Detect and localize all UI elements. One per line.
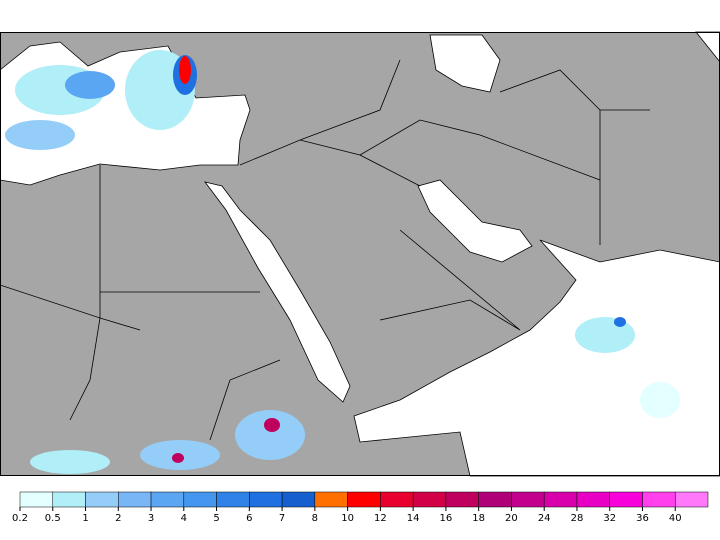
legend-swatch — [85, 491, 119, 508]
legend-tick-label: 20 — [505, 513, 518, 524]
legend-swatch — [249, 491, 283, 508]
legend-tick-label: 1 — [82, 513, 88, 524]
precip-area — [640, 382, 680, 418]
caspian-sea — [429, 34, 501, 93]
legend-tick-label: 36 — [636, 513, 649, 524]
legend-tick-label: 14 — [407, 513, 420, 524]
legend-swatch — [478, 491, 512, 508]
legend-swatch — [150, 491, 185, 508]
legend-tick-label: 24 — [538, 513, 551, 524]
legend-tick-label: 0.2 — [12, 513, 28, 524]
legend-swatch — [674, 491, 709, 508]
legend-swatch — [380, 491, 414, 508]
legend-swatch — [118, 491, 152, 508]
legend-tick-label: 0.5 — [45, 513, 61, 524]
precip-area — [172, 453, 184, 463]
legend-tick-label: 10 — [341, 513, 354, 524]
precip-area — [264, 418, 280, 432]
legend-tick-label: 12 — [374, 513, 387, 524]
precip-area — [65, 71, 115, 99]
legend-swatch — [642, 491, 676, 508]
persian-gulf — [417, 179, 533, 263]
legend-swatch — [216, 491, 250, 508]
legend-swatch — [543, 491, 578, 508]
legend-tick-label: 4 — [181, 513, 187, 524]
map-area — [0, 31, 720, 477]
legend-tick-label: 28 — [571, 513, 584, 524]
legend-tick-label: 16 — [440, 513, 453, 524]
legend-swatch — [183, 491, 217, 508]
legend-swatch — [281, 491, 316, 508]
legend-swatch — [609, 491, 643, 508]
legend-swatch — [511, 491, 545, 508]
legend-tick-label: 40 — [669, 513, 682, 524]
red-sea — [204, 181, 351, 403]
precipitation — [5, 50, 680, 474]
legend-swatch — [576, 491, 610, 508]
legend-tick-label: 18 — [472, 513, 485, 524]
legend-tick-label: 3 — [148, 513, 154, 524]
precip-area — [5, 120, 75, 150]
color-legend: 0.2 0.5 1 2 3 4 5 6 7 8 10 12 14 16 18 20 24 28 32 36 40 — [12, 491, 709, 524]
legend-swatch — [412, 491, 447, 508]
legend-tick-label: 5 — [213, 513, 219, 524]
legend-tick-label: 2 — [115, 513, 121, 524]
legend-swatch — [19, 491, 54, 508]
precip-area — [30, 450, 110, 474]
legend-swatch — [52, 491, 86, 508]
legend-swatch — [347, 491, 381, 508]
legend-tick-label: 7 — [279, 513, 285, 524]
legend-tick-label: 32 — [603, 513, 616, 524]
legend-tick-label: 6 — [246, 513, 252, 524]
precip-area — [235, 410, 305, 460]
legend-tick-label: 8 — [312, 513, 318, 524]
precip-area — [614, 317, 626, 327]
country-borders — [0, 59, 650, 441]
precip-area — [575, 317, 635, 353]
legend-swatch — [314, 491, 348, 508]
precip-area — [179, 56, 191, 84]
arabian-sea — [353, 239, 720, 477]
legend-swatch — [445, 491, 479, 508]
